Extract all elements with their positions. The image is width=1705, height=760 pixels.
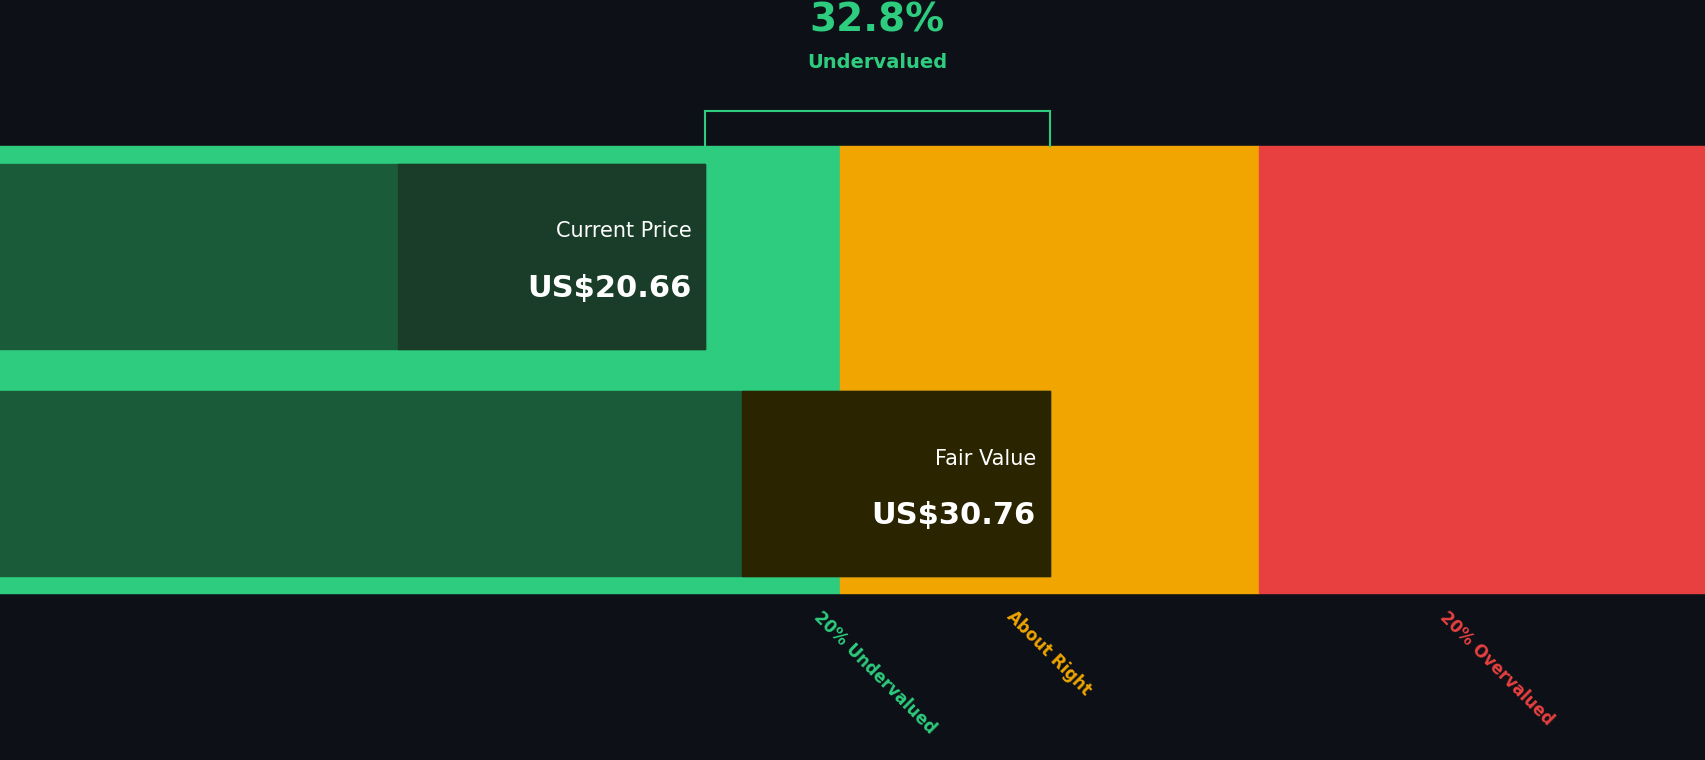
Text: 32.8%: 32.8% [810,2,945,40]
Text: Fair Value: Fair Value [934,448,1035,469]
Text: Undervalued: Undervalued [806,52,946,71]
Text: US$30.76: US$30.76 [871,501,1035,530]
Text: About Right: About Right [1003,608,1095,699]
Text: 20% Overvalued: 20% Overvalued [1436,608,1555,729]
Text: 20% Undervalued: 20% Undervalued [810,608,938,737]
Text: US$20.66: US$20.66 [527,274,691,302]
Text: Current Price: Current Price [556,221,691,242]
